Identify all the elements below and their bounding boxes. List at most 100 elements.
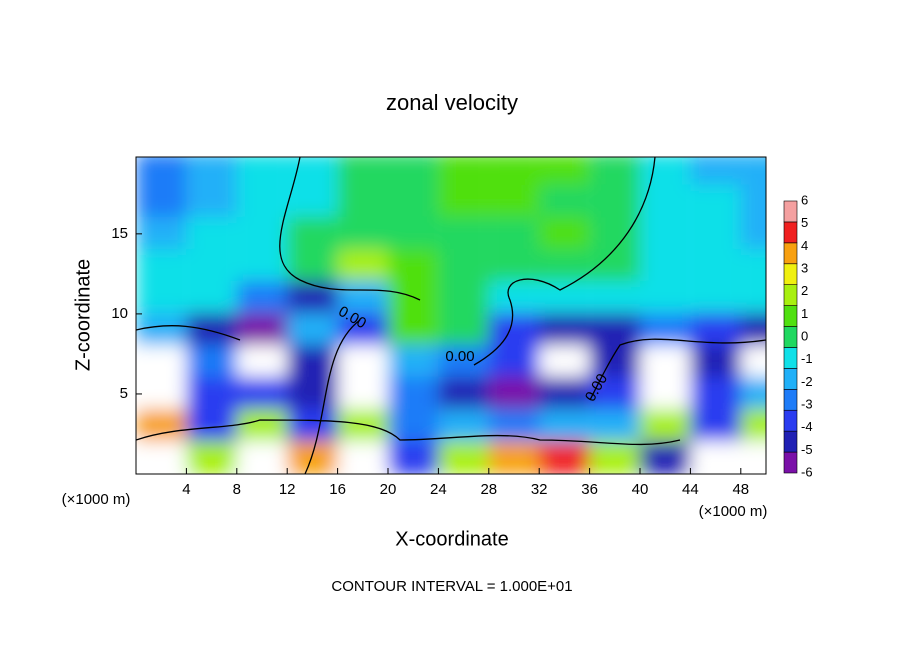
- field-cell: [337, 248, 389, 283]
- field-cell: [438, 280, 489, 315]
- field-cell: [387, 440, 439, 474]
- field-cell: [236, 184, 288, 219]
- field-cell: [387, 408, 439, 443]
- x-unit-label: (×1000 m): [62, 491, 131, 508]
- field-cell: [236, 216, 288, 251]
- x-tick-label: 4: [182, 481, 190, 498]
- field-cell: [387, 216, 439, 251]
- field-cell: [488, 184, 540, 219]
- field-cell: [589, 376, 641, 411]
- y-tick-label: 5: [120, 385, 128, 402]
- field-cell: [539, 312, 590, 347]
- field-cell: [337, 184, 389, 219]
- field-cell: [740, 376, 766, 411]
- field-cell: [236, 312, 288, 347]
- field-cell: [488, 157, 540, 187]
- field-cell: [287, 248, 338, 283]
- field-cell: [236, 408, 288, 443]
- field-cell: [186, 216, 237, 251]
- field-cell: [136, 312, 187, 347]
- field-cell: [740, 408, 766, 443]
- footer-note: CONTOUR INTERVAL = 1.000E+01: [331, 578, 572, 595]
- field-cell: [589, 440, 641, 474]
- field-cell: [690, 440, 741, 474]
- field-cell: [236, 157, 288, 187]
- field-cell: [236, 344, 288, 379]
- field-cell: [690, 376, 741, 411]
- field-cell: [690, 248, 741, 283]
- field-cell: [639, 408, 691, 443]
- field-cell: [337, 408, 389, 443]
- field-cell: [740, 248, 766, 283]
- colorbar-label: -6: [801, 464, 813, 479]
- field-cell: [136, 216, 187, 251]
- field-cell: [387, 376, 439, 411]
- field: [136, 157, 766, 474]
- field-cell: [639, 376, 691, 411]
- field-cell: [136, 344, 187, 379]
- field-cell: [488, 376, 540, 411]
- colorbar-label: 3: [801, 260, 808, 275]
- field-cell: [438, 157, 489, 187]
- field-cell: [236, 376, 288, 411]
- field-cell: [287, 344, 338, 379]
- field-cell: [287, 440, 338, 474]
- y-axis-label: Z-coordinate: [72, 259, 94, 371]
- field-cell: [488, 440, 540, 474]
- field-cell: [639, 280, 691, 315]
- colorbar-label: -2: [801, 374, 813, 389]
- field-cell: [639, 157, 691, 187]
- x-unit-label: (×1000 m): [699, 503, 768, 520]
- field-cell: [639, 184, 691, 219]
- field-cell: [488, 248, 540, 283]
- field-cell: [488, 344, 540, 379]
- field-cell: [387, 157, 439, 187]
- field-cell: [539, 376, 590, 411]
- field-cell: [136, 280, 187, 315]
- field-cell: [186, 376, 237, 411]
- x-tick-label: 32: [531, 481, 548, 498]
- field-cell: [539, 408, 590, 443]
- field-cell: [287, 408, 338, 443]
- field-cell: [438, 248, 489, 283]
- field-cell: [387, 280, 439, 315]
- field-cell: [539, 184, 590, 219]
- field-cell: [488, 312, 540, 347]
- field-cell: [690, 344, 741, 379]
- colorbar-swatch: [783, 430, 798, 453]
- colorbar-swatch: [783, 326, 798, 348]
- field-cell: [387, 344, 439, 379]
- field-cell: [287, 184, 338, 219]
- field-cell: [387, 312, 439, 347]
- field-cell: [589, 184, 641, 219]
- colorbar-label: 6: [801, 192, 808, 207]
- field-cell: [287, 157, 338, 187]
- field-cell: [488, 280, 540, 315]
- field-cell: [236, 280, 288, 315]
- colorbar-label: -3: [801, 396, 813, 411]
- field-cell: [488, 408, 540, 443]
- field-cell: [690, 280, 741, 315]
- zero-contour: [136, 157, 766, 474]
- field-cell: [438, 312, 489, 347]
- field-cell: [337, 312, 389, 347]
- field-cell: [438, 216, 489, 251]
- colorbar-swatch: [783, 347, 798, 369]
- field-cell: [539, 157, 590, 187]
- field-cell: [539, 216, 590, 251]
- field-cell: [539, 344, 590, 379]
- colorbar-label: 0: [801, 328, 808, 343]
- field-cell: [287, 312, 338, 347]
- field-cell: [236, 248, 288, 283]
- field-cell: [690, 157, 741, 187]
- colorbar-swatch: [783, 368, 798, 390]
- field-cell: [287, 280, 338, 315]
- colorbar-swatch: [783, 200, 798, 223]
- field-cell: [387, 184, 439, 219]
- field-cell: [186, 312, 237, 347]
- x-tick-label: 20: [380, 481, 397, 498]
- x-tick-label: 28: [480, 481, 497, 498]
- field-cell: [589, 216, 641, 251]
- field-cell: [740, 184, 766, 219]
